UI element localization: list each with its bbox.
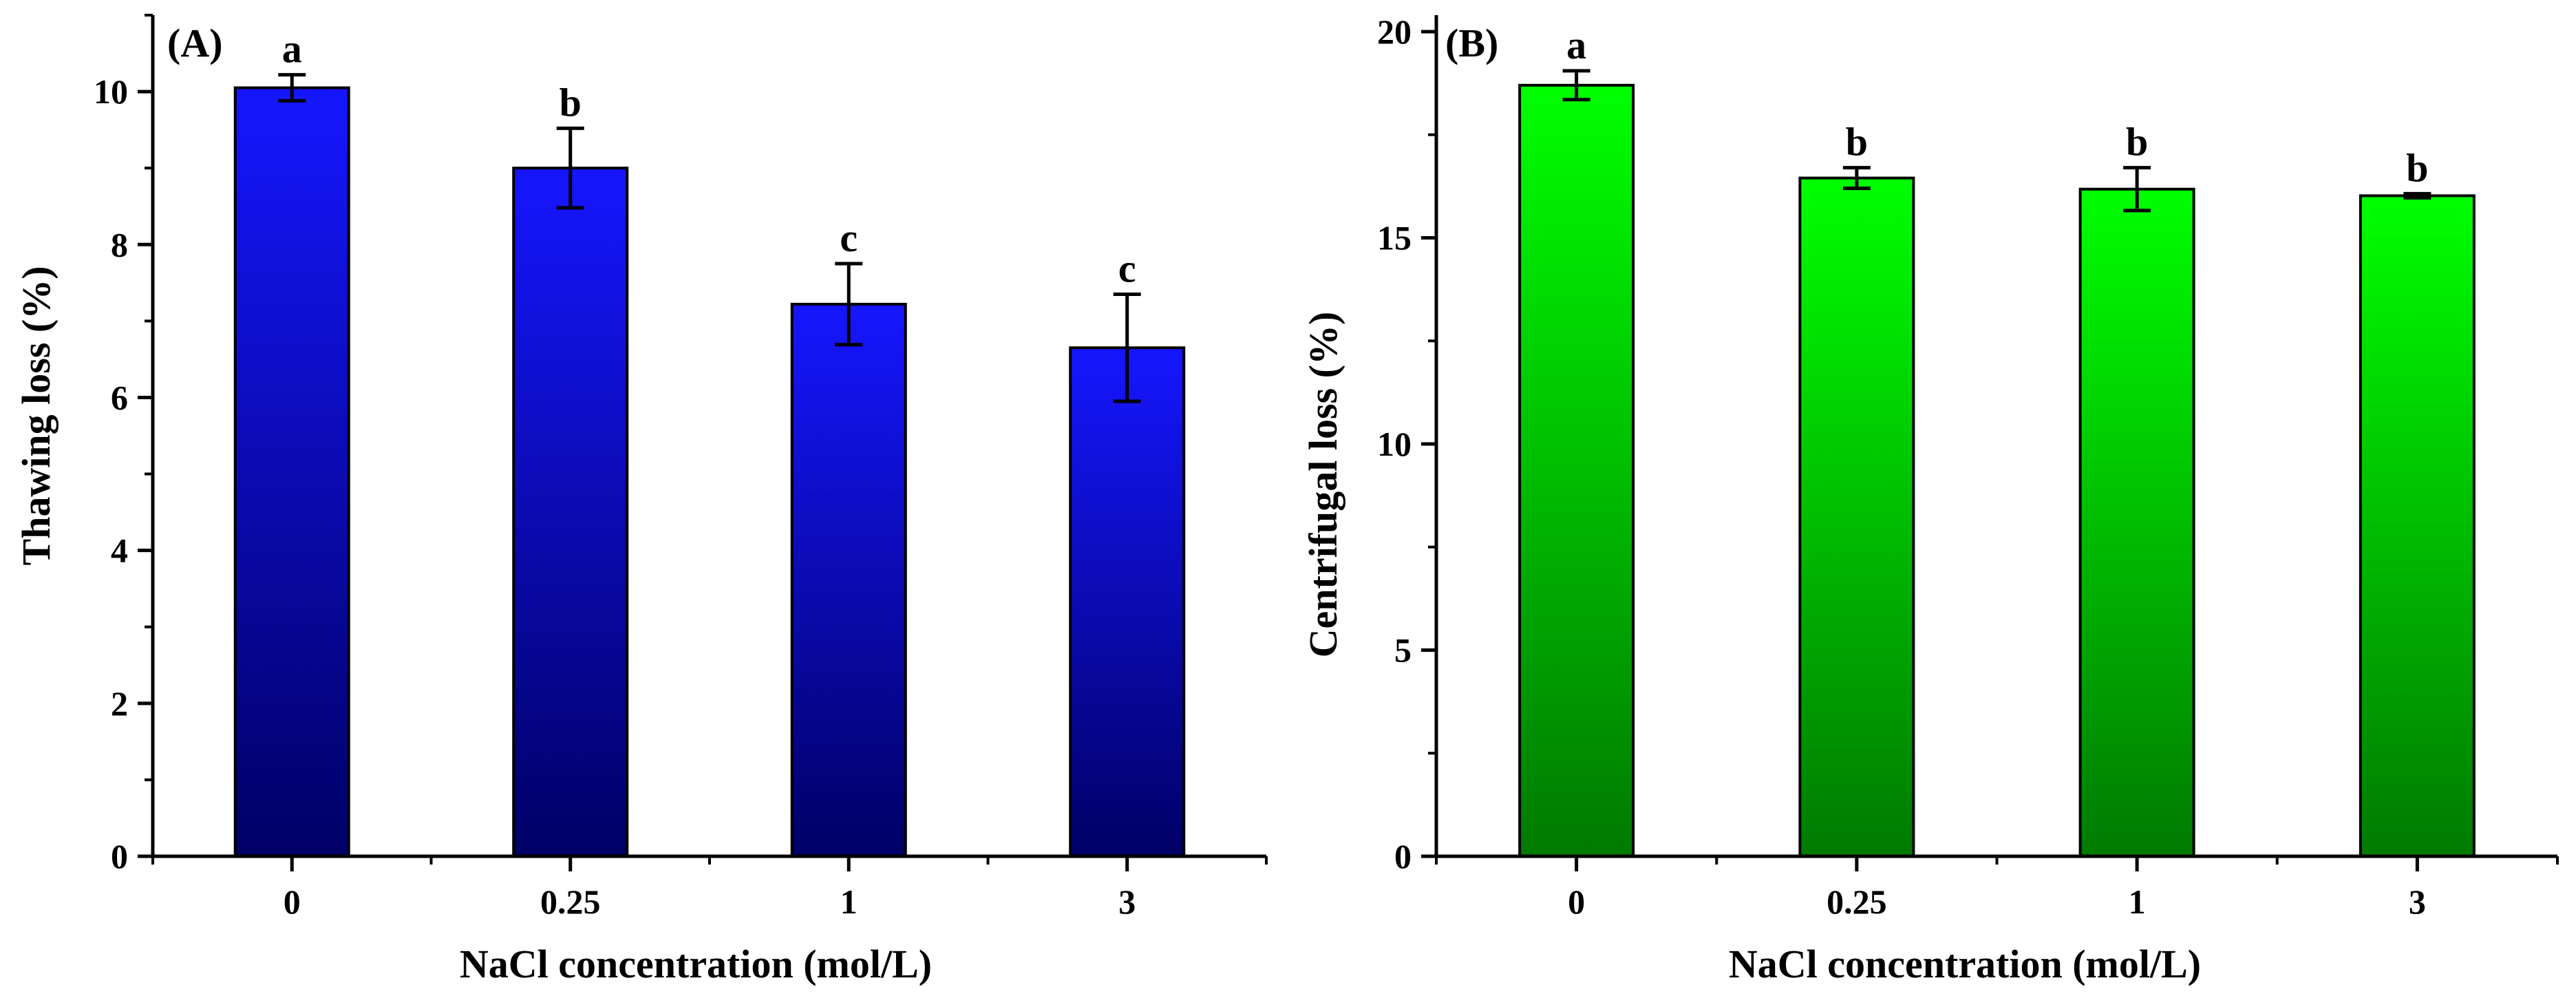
panel-a-x-tick-label: 0.25 [540,882,601,921]
panel-b-chart: (B) NaCl concentration (mol/L) Centrifug… [1301,12,2559,986]
panel-a-y-tick-label: 0 [111,837,128,876]
panel-b-y-tick-label: 0 [1394,837,1412,876]
panel-a-chart: (A) NaCl concentration (mol/L) Thawing l… [14,14,1268,986]
panel-b-error-bar [1842,166,1871,191]
panel-b-x-axis-title: NaCl concentration (mol/L) [1729,942,2201,986]
panel-a-y-tick-label: 10 [94,72,128,111]
panel-b-significance-letter: b [2406,145,2428,190]
panel-b-bar [2359,194,2476,858]
panel-a-error-bar [556,126,584,210]
panel-a-y-tick-label: 8 [111,225,128,264]
panel-b-bar [2078,187,2195,858]
panel-b-x-tick-label: 0.25 [1827,882,1887,921]
panel-a-bar [512,167,629,858]
panel-a-significance-letter: a [282,27,302,72]
panel-a-x-tick-label: 1 [840,882,858,921]
panel-a-y-tick-label: 4 [111,531,128,570]
panel-b-bar [1798,176,1915,858]
panel-b-y-tick-label: 10 [1377,425,1412,463]
panel-a-error-bar [835,262,863,347]
panel-b-significance-letter: a [1566,23,1586,67]
panel-b-x-tick-label: 3 [2409,882,2426,921]
panel-a-y-axis-title: Thawing loss (%) [14,266,58,565]
panel-a-significance-letter: b [560,80,582,125]
panel-b-x-tick-label: 1 [2129,882,2146,921]
panel-a-significance-letter: c [1118,246,1136,290]
panel-b-significance-letter: b [2126,120,2148,165]
panel-b-error-bar [2123,166,2151,213]
panel-b-bar [1518,83,1635,858]
panel-a-bar [233,86,350,858]
panel-a-bar [1069,346,1186,858]
panel-b-y-axis-title: Centrifugal loss (%) [1301,312,1345,658]
panel-b-error-bar [2403,191,2431,200]
panel-a-error-bar [1113,292,1141,403]
panel-a-x-axis-title: NaCl concentration (mol/L) [460,942,932,986]
panel-a-y-tick-label: 2 [111,684,128,723]
panel-b-y-tick-label: 20 [1377,12,1412,51]
panel-a-x-tick-label: 3 [1118,882,1136,921]
panel-b-error-bar [1562,69,1590,102]
panel-b-x-tick-label: 0 [1568,882,1585,921]
panel-a-error-bar [278,73,306,103]
panel-b-y-tick-label: 15 [1377,218,1412,257]
panel-a-bar [790,302,907,858]
panel-b-y-tick-label: 5 [1394,631,1412,669]
panel-b-significance-letter: b [1846,120,1868,165]
panel-a-y-tick-label: 6 [111,378,128,416]
panel-a-label: (A) [167,21,223,65]
panel-b-label: (B) [1445,21,1498,65]
panel-a-significance-letter: c [840,215,858,260]
panel-a-x-tick-label: 0 [284,882,301,921]
